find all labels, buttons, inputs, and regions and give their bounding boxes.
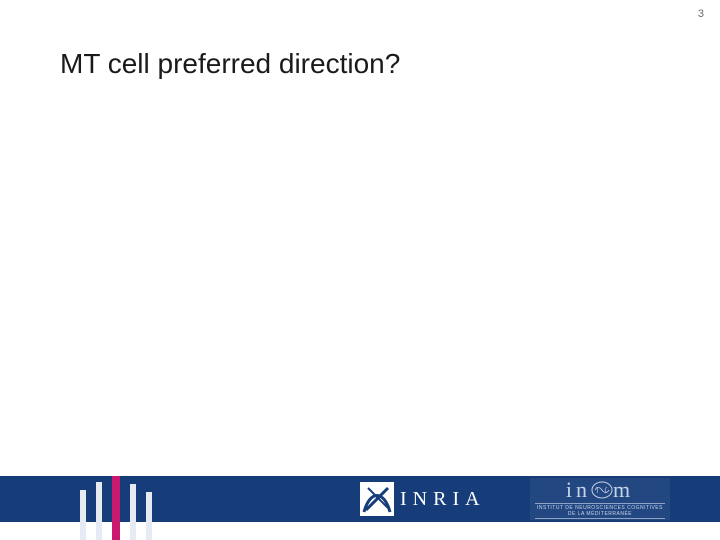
- inria-logo: INRIA: [360, 480, 486, 518]
- stripe-accent: [112, 476, 120, 540]
- stripe-decoration: [96, 482, 102, 540]
- incm-logo-subtitle: INSTITUT DE NEUROSCIENCES COGNITIVES DE …: [535, 503, 665, 519]
- page-number: 3: [698, 8, 704, 20]
- inria-logo-mark: [360, 482, 394, 516]
- incm-letter: m: [613, 477, 634, 502]
- slide-title: MT cell preferred direction?: [60, 48, 400, 80]
- incm-logo-text: inm: [566, 479, 634, 501]
- footer-stripes: [80, 476, 180, 540]
- incm-letter: i: [566, 477, 576, 502]
- incm-logo: inm INSTITUT DE NEUROSCIENCES COGNITIVES…: [530, 478, 670, 520]
- stripe-decoration: [146, 492, 152, 540]
- stripe-decoration: [80, 490, 86, 540]
- incm-letter: n: [576, 477, 591, 502]
- brain-icon: [591, 481, 613, 499]
- stripe-decoration: [130, 484, 136, 540]
- inria-logo-text: INRIA: [400, 488, 486, 511]
